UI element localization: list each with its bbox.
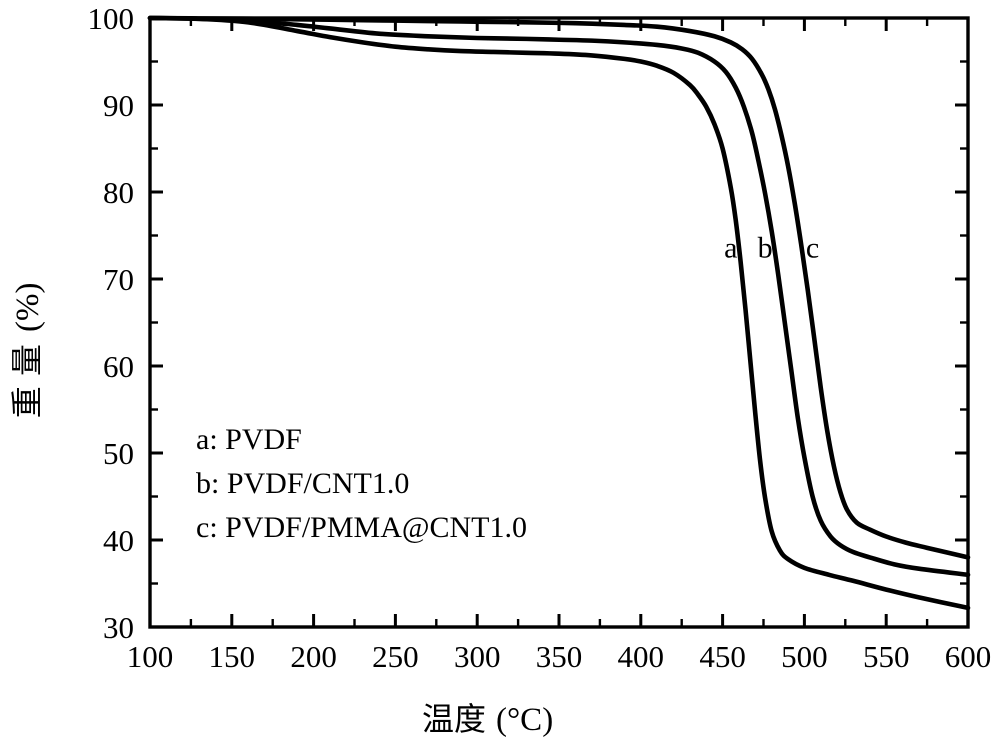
x-tick-label: 600 [945, 639, 992, 674]
y-tick-label: 90 [103, 88, 134, 123]
y-axis-title: 重 量 (%) [8, 283, 46, 419]
legend-entry: c: PVDF/PMMA@CNT1.0 [196, 511, 527, 544]
tga-chart-figure: 100 150 200 250 300 350 400 450 500 550 600 30 40 50… [0, 0, 1000, 749]
curve-label-b: b [758, 231, 773, 264]
y-tick-labels: 30 40 50 60 70 80 90 100 [88, 1, 135, 645]
x-tick-label: 300 [454, 639, 501, 674]
x-tick-label: 400 [618, 639, 665, 674]
x-axis-title-unit: (°C) [496, 702, 553, 738]
y-tick-label: 40 [103, 523, 134, 558]
y-tick-label: 80 [103, 175, 134, 210]
x-tick-label: 200 [290, 639, 337, 674]
x-tick-label: 500 [781, 639, 828, 674]
y-axis-title-cjk: 重 量 [8, 344, 46, 418]
legend: a: PVDF b: PVDF/CNT1.0 c: PVDF/PMMA@CNT1.0 [196, 423, 527, 544]
x-tick-label: 150 [209, 639, 256, 674]
legend-entry: b: PVDF/CNT1.0 [196, 467, 409, 500]
x-tick-labels: 100150200250300350400450500550600 [127, 639, 992, 674]
x-tick-label: 350 [536, 639, 583, 674]
x-tick-label: 550 [863, 639, 910, 674]
y-tick-label: 70 [103, 262, 134, 297]
x-axis-title-cjk: 温度 [422, 700, 486, 738]
y-tick-label: 60 [103, 349, 134, 384]
curve-label-c: c [806, 231, 819, 264]
chart-canvas: 100 150 200 250 300 350 400 450 500 550 600 30 40 50… [0, 0, 1000, 749]
y-axis-title-unit: (%) [10, 283, 46, 332]
x-tick-label: 250 [372, 639, 419, 674]
y-tick-label: 30 [103, 610, 134, 645]
x-tick-label: 450 [699, 639, 746, 674]
x-axis-title: 温度 (°C) [422, 700, 553, 738]
y-tick-label: 50 [103, 436, 134, 471]
legend-entry: a: PVDF [196, 423, 302, 456]
curve-label-a: a [724, 231, 737, 264]
y-tick-label: 100 [88, 1, 135, 36]
